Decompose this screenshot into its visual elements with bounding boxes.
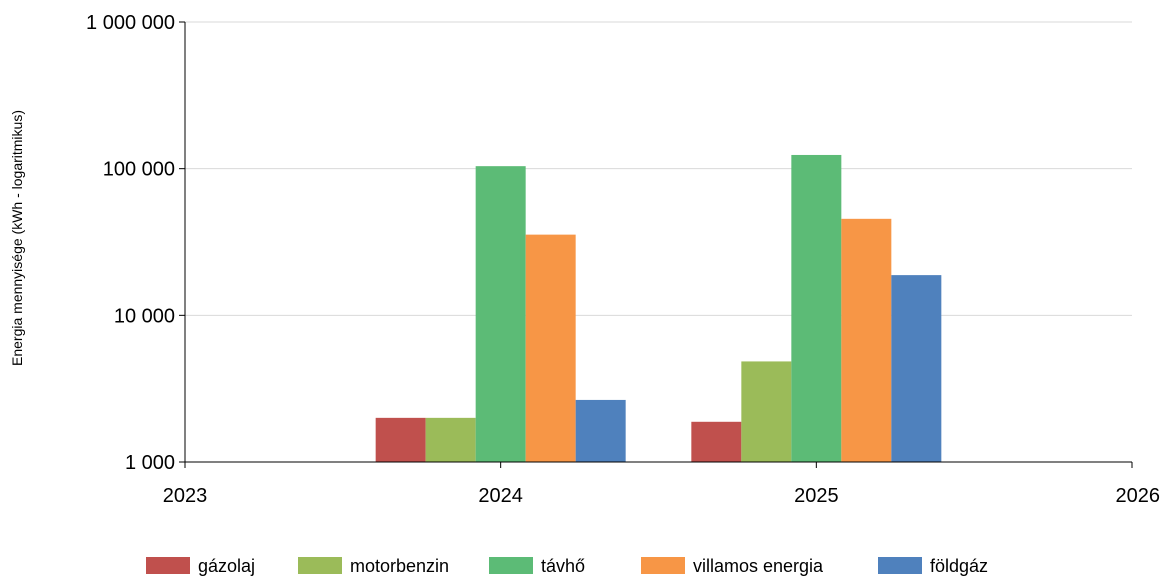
legend-swatch — [298, 557, 342, 574]
bar-gázolaj-2025 — [691, 421, 742, 462]
x-tick-label: 2026 — [1116, 485, 1161, 507]
x-tick-label: 2025 — [794, 485, 839, 507]
bar-villamos-energia-2025 — [841, 218, 892, 462]
x-tick-label: 2024 — [478, 485, 523, 507]
bar-motorbenzin-2024 — [425, 417, 476, 462]
bar-motorbenzin-2025 — [741, 361, 792, 462]
legend: gázolaj motorbenzin távhő villamos energia f… — [146, 556, 988, 576]
y-tick-label: 1 000 — [125, 452, 175, 474]
y-tick-label: 10 000 — [114, 305, 175, 327]
legend-label: motorbenzin — [350, 556, 449, 576]
legend-swatch — [878, 557, 922, 574]
y-axis-title: Energia mennyisége (kWh - logaritmikus) — [9, 110, 25, 366]
legend-label: villamos energia — [693, 556, 824, 576]
legend-label: távhő — [541, 556, 585, 576]
bar-távhő-2024 — [475, 166, 526, 462]
bar-földgáz-2024 — [575, 399, 626, 462]
legend-label: gázolaj — [198, 556, 255, 576]
legend-swatch — [489, 557, 533, 574]
grid-lines — [185, 21, 1132, 316]
y-tick-label: 1 000 000 — [86, 12, 175, 34]
bars — [375, 154, 942, 462]
legend-swatch — [146, 557, 190, 574]
x-tick-label: 2023 — [163, 485, 208, 507]
tick-labels: 1 000 10 000 100 000 1 000 000 2023 2024 2025 2… — [86, 12, 1160, 507]
y-tick-label: 100 000 — [103, 159, 175, 181]
legend-swatch — [641, 557, 685, 574]
bar-földgáz-2025 — [891, 275, 942, 462]
legend-label: földgáz — [930, 556, 988, 576]
axes — [179, 21, 1133, 468]
bar-távhő-2025 — [791, 154, 842, 462]
bar-gázolaj-2024 — [375, 417, 426, 462]
bar-villamos-energia-2024 — [525, 234, 576, 462]
